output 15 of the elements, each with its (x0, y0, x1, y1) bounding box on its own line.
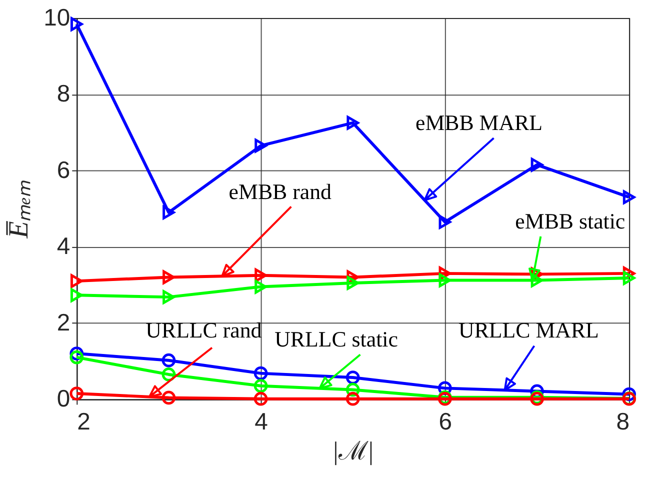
x-tick-label: 6 (438, 408, 452, 436)
y-axis-title: E̅ₘₑₘ (4, 180, 35, 240)
x-tick-label: 8 (616, 408, 630, 436)
y-tick-label: 10 (44, 4, 70, 32)
x-tick-label: 4 (254, 408, 268, 436)
series-label: URLLC MARL (458, 318, 599, 343)
series-label: URLLC static (274, 326, 398, 352)
series-label: eMBB static (515, 208, 626, 234)
y-tick-label: 0 (56, 386, 70, 413)
y-tick-label: 2 (56, 309, 70, 336)
y-tick-label: 8 (56, 80, 70, 108)
y-tick-label: 6 (56, 156, 70, 184)
y-tick-label: 4 (56, 233, 70, 260)
x-tick-label: 2 (77, 408, 90, 436)
x-axis-title: |ℳ| (333, 436, 374, 466)
